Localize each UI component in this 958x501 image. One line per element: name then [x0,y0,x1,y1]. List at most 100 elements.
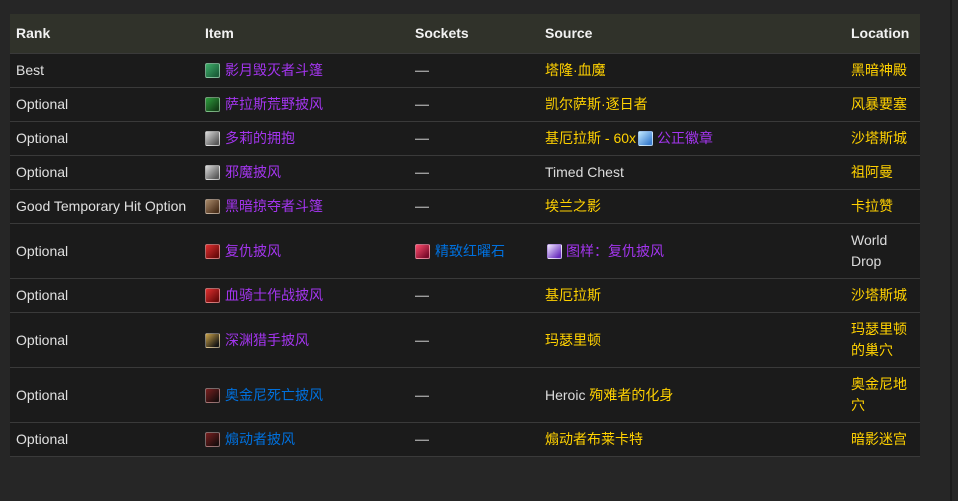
item-cell: 黑暗掠夺者斗篷 [199,190,409,223]
source-link[interactable]: 殉难者的化身 [589,386,674,403]
sockets-cell: — [409,279,539,312]
location-link[interactable]: 暗影迷宫 [851,431,907,447]
source-cell: 基厄拉斯 [539,279,845,312]
source-cell: 凯尔萨斯·逐日者 [539,88,845,121]
source-link[interactable]: 图样：复仇披风 [566,242,664,259]
rank-cell: Optional [16,431,69,447]
no-socket-dash: — [415,331,429,348]
item-cell: 煽动者披风 [199,423,409,456]
item-link[interactable]: 煽动者披风 [225,431,295,447]
table-row: Optional 萨拉斯荒野披风 — 凯尔萨斯·逐日者 风暴要塞 [10,88,920,122]
source-text: Heroic [545,386,590,403]
table-body: Best 影月毁灭者斗篷 — 塔隆·血魔 黑暗神殿 Optional 萨拉斯荒野披风 — 凯尔萨… [10,54,920,457]
source-link[interactable]: 埃兰之影 [545,198,601,214]
location-link[interactable]: 风暴要塞 [851,96,907,112]
location-cell: 黑暗神殿 [845,54,920,87]
source-cell: 煽动者布莱卡特 [539,423,845,456]
item-link[interactable]: 黑暗掠夺者斗篷 [225,198,323,214]
item-link[interactable]: 影月毁灭者斗篷 [225,62,323,78]
rank-cell: Optional [16,386,69,403]
rank-cell: Optional [16,287,69,303]
cloak-red-icon [205,243,220,259]
location-link[interactable]: 卡拉赞 [851,198,893,214]
no-socket-dash: — [415,62,429,78]
sockets-cell: — [409,156,539,189]
gem-link[interactable]: 精致红曜石 [435,242,505,259]
rank-cell: Best [16,62,45,78]
table-row: Optional 邪魔披风 — Timed Chest 祖阿曼 [10,156,920,190]
location-link[interactable]: 沙塔斯城 [851,130,907,146]
location-cell: 奥金尼地穴 [845,368,920,422]
source-link[interactable]: 基厄拉斯 [545,287,601,303]
no-socket-dash: — [415,431,429,447]
no-socket-dash: — [415,198,429,214]
rank-cell: Optional [16,164,69,180]
source-link[interactable]: 玛瑟里顿 [545,331,601,348]
item-link[interactable]: 邪魔披风 [225,164,281,180]
table-row: Optional 煽动者披风 — 煽动者布莱卡特 暗影迷宫 [10,423,920,457]
table-row: Good Temporary Hit Option 黑暗掠夺者斗篷 — 埃兰之影 卡拉赞 [10,190,920,224]
cloak-gray-icon [205,131,220,146]
sockets-cell: — [409,88,539,121]
source-cell: 塔隆·血魔 [539,54,845,87]
source-cell: 玛瑟里顿 [539,324,845,357]
source-link[interactable]: 凯尔萨斯·逐日者 [545,96,648,112]
source-link[interactable]: 煽动者布莱卡特 [545,431,643,447]
source-link[interactable]: 基厄拉斯 - 60x [545,130,637,146]
column-header-sockets: Sockets [415,25,469,41]
item-link[interactable]: 萨拉斯荒野披风 [225,96,323,112]
cloak-darkred-icon [205,432,220,447]
item-cell: 血骑士作战披风 [199,279,409,312]
scrollbar-track[interactable] [950,0,952,501]
column-header-source: Source [545,25,593,41]
table-row: Optional 奥金尼死亡披风 — Heroic 殉难者的化身 奥金尼地穴 [10,368,920,423]
location-cell: 沙塔斯城 [845,279,920,312]
item-cell: 奥金尼死亡披风 [199,379,409,412]
table-row: Optional 复仇披风 精致红曜石 图样：复仇披风 World Drop [10,224,920,279]
sockets-cell: 精致红曜石 [409,235,539,268]
item-link[interactable]: 奥金尼死亡披风 [225,386,323,403]
sockets-cell: — [409,54,539,87]
cloak-green-icon [205,97,220,112]
table-row: Optional 多莉的拥抱 — 基厄拉斯 - 60x 公正徽章 沙塔斯城 [10,122,920,156]
no-socket-dash: — [415,386,429,403]
rank-cell: Good Temporary Hit Option [16,198,187,214]
item-link[interactable]: 血骑士作战披风 [225,287,323,303]
location-link[interactable]: 奥金尼地穴 [851,376,907,413]
source-text: Timed Chest [545,164,624,180]
column-header-item: Item [205,25,234,41]
item-cell: 萨拉斯荒野披风 [199,88,409,121]
item-link[interactable]: 复仇披风 [225,242,281,259]
table-row: Best 影月毁灭者斗篷 — 塔隆·血魔 黑暗神殿 [10,54,920,88]
badge-justice-icon [638,131,654,146]
column-header-location: Location [851,25,910,41]
location-link[interactable]: 玛瑟里顿的巢穴 [851,321,907,358]
no-socket-dash: — [415,287,429,303]
rank-cell: Optional [16,242,69,259]
item-link[interactable]: 多莉的拥抱 [225,130,295,146]
item-cell: 影月毁灭者斗篷 [199,54,409,87]
location-cell: 玛瑟里顿的巢穴 [845,313,920,367]
source-cell: 图样：复仇披风 [539,235,845,268]
rank-cell: Optional [16,130,69,146]
source-link[interactable]: 公正徽章 [657,130,714,146]
gear-ranking-table: Rank Item Sockets Source Location Best 影月… [10,14,920,457]
location-cell: 卡拉赞 [845,190,920,223]
source-cell: 基厄拉斯 - 60x 公正徽章 [539,122,845,155]
location-link[interactable]: 沙塔斯城 [851,287,907,303]
table-header-row: Rank Item Sockets Source Location [10,14,920,54]
item-cell: 邪魔披风 [199,156,409,189]
location-cell: 祖阿曼 [845,156,920,189]
item-link[interactable]: 深渊猎手披风 [225,331,309,348]
location-link[interactable]: 祖阿曼 [851,164,893,180]
location-link[interactable]: 黑暗神殿 [851,62,907,78]
cloak-red-icon [205,288,220,303]
cloak-brown-icon [205,199,220,214]
location-text: World Drop [851,232,888,269]
cloak-teal-icon [205,63,220,78]
no-socket-dash: — [415,96,429,112]
sockets-cell: — [409,423,539,456]
location-cell: 风暴要塞 [845,88,920,121]
source-link[interactable]: 塔隆·血魔 [545,62,606,78]
cloak-gray-icon [205,165,220,180]
